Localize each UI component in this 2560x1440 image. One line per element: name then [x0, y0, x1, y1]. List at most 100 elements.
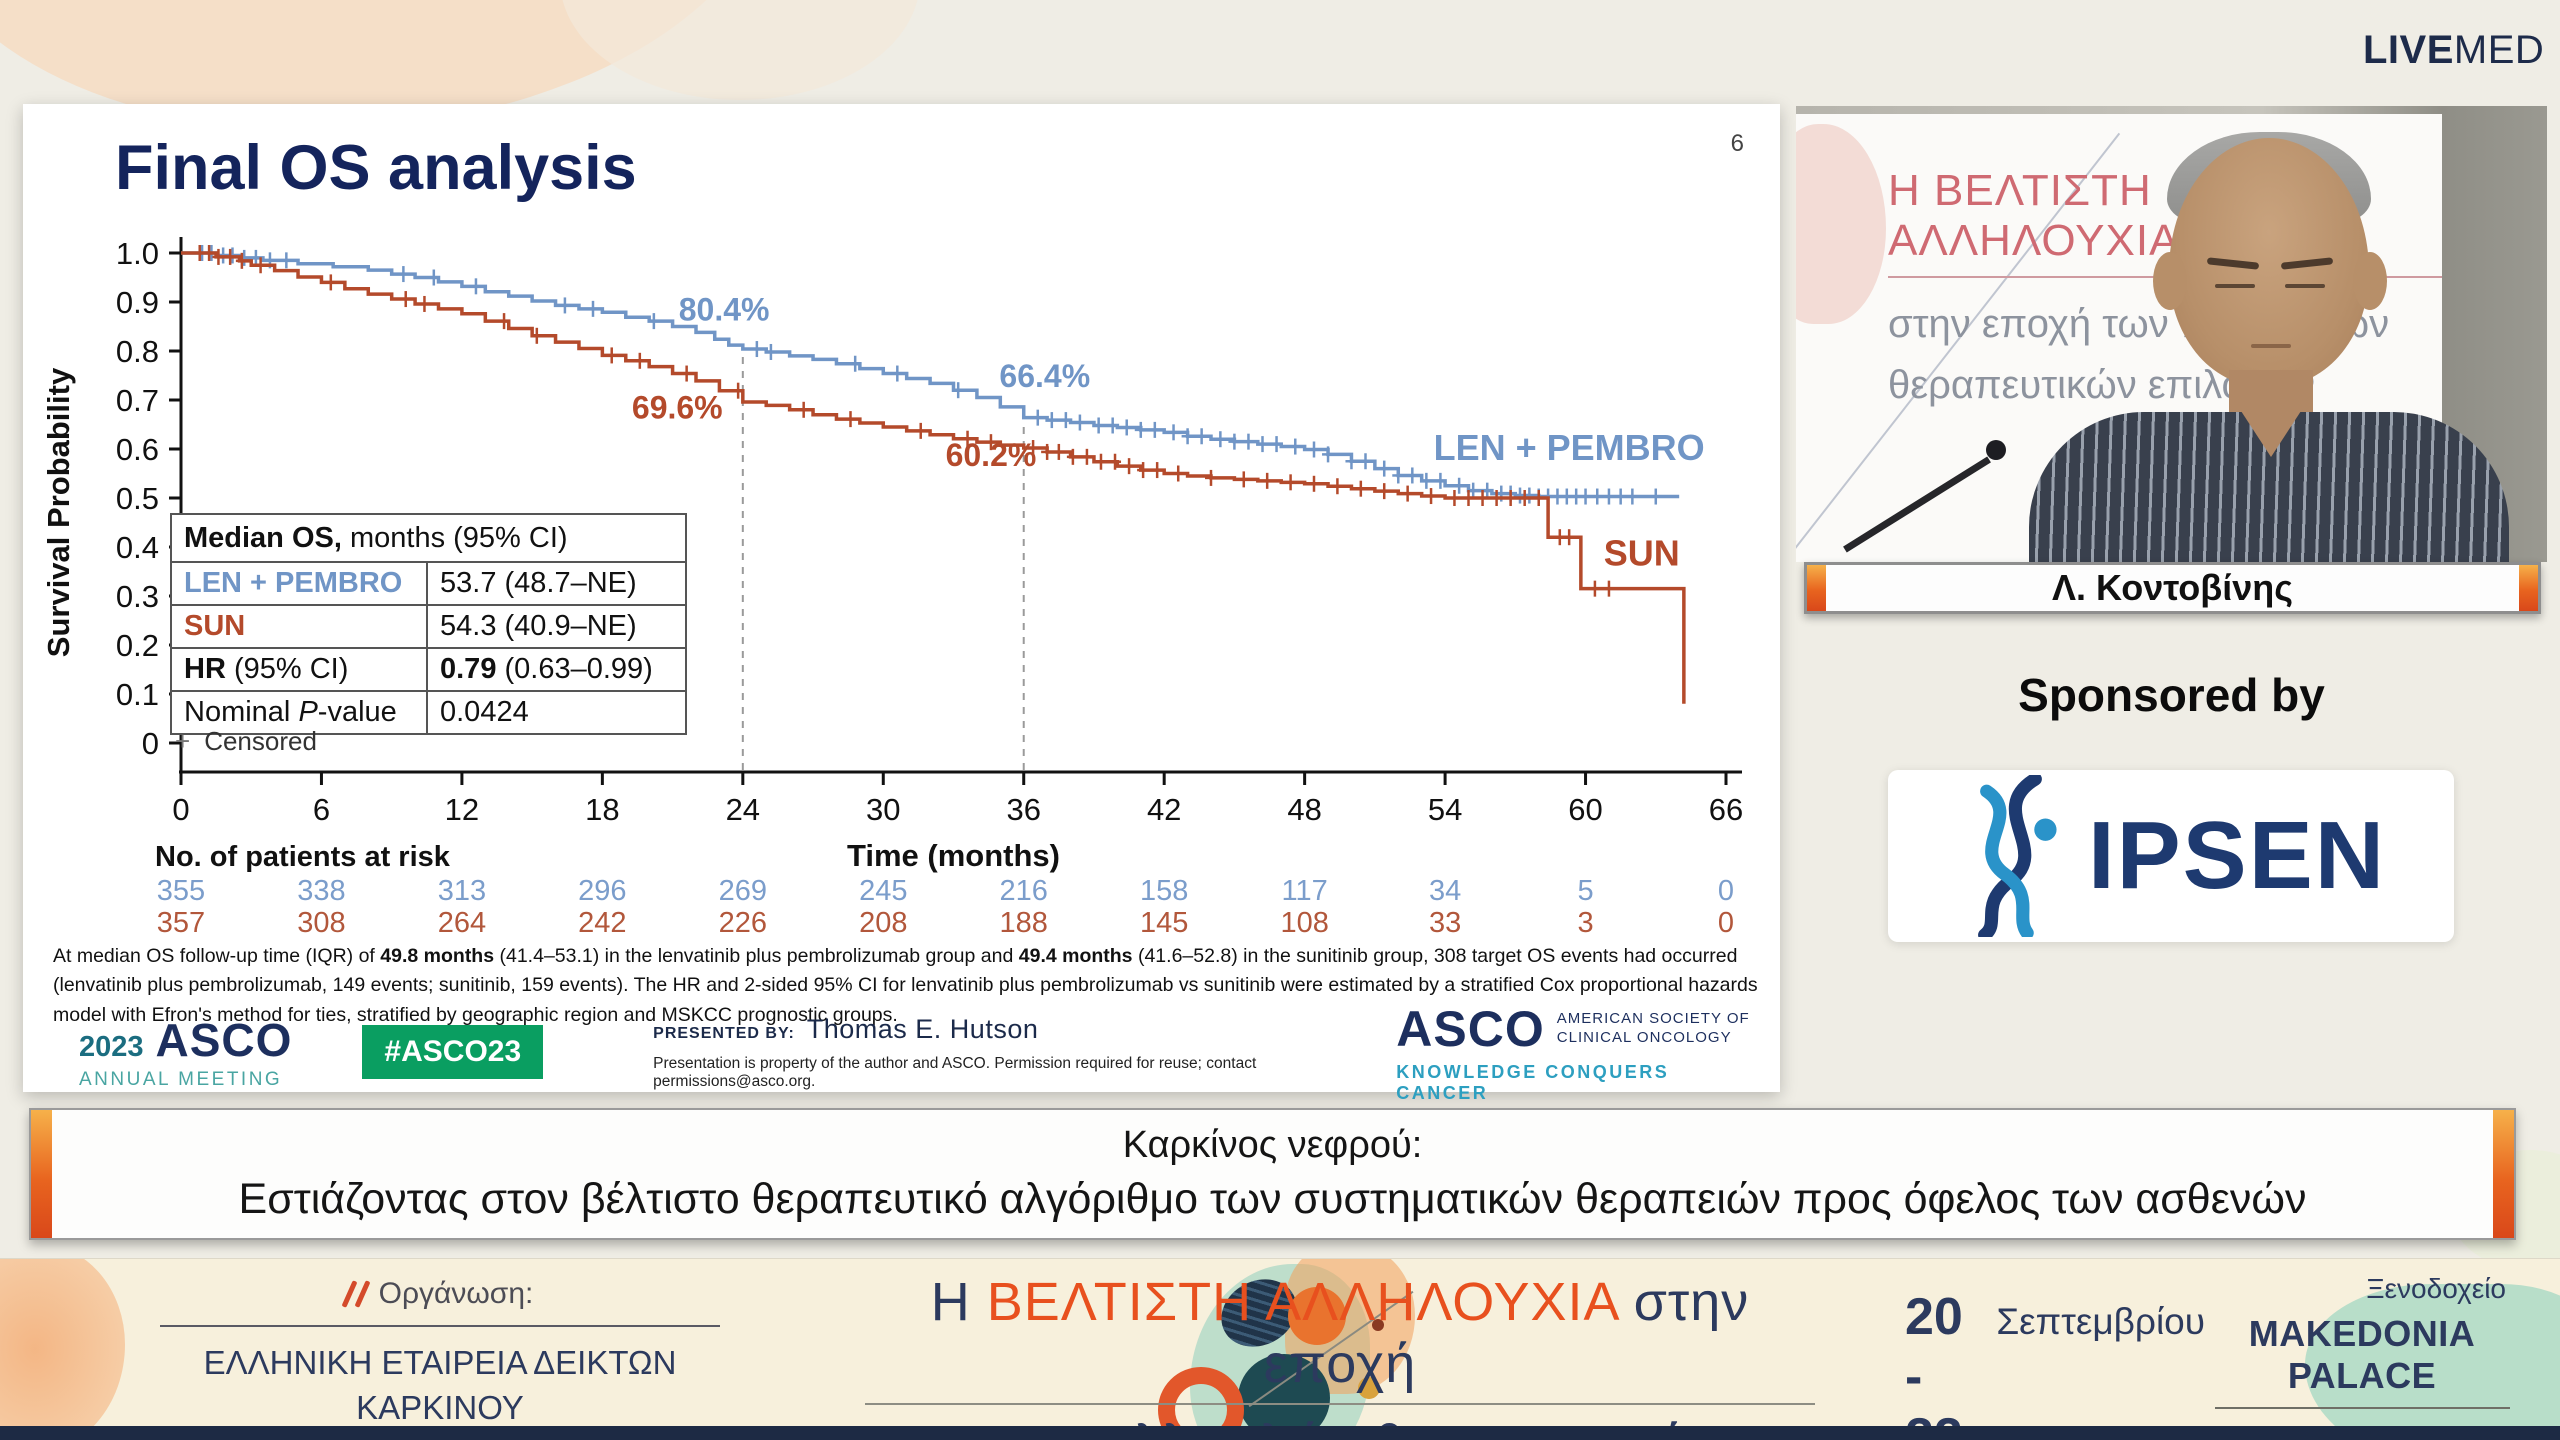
- svg-text:36: 36: [1006, 792, 1040, 827]
- presentation-slide: 6 Final OS analysis 1.0 0.9 0.8 0.7 0.6 0.5 0.…: [23, 104, 1780, 1103]
- risk-count: 338: [297, 875, 345, 907]
- table-row: Nominal P-value 0.0424: [172, 692, 685, 733]
- svg-text:30: 30: [866, 792, 900, 827]
- conference-title-line2: των πολλαπλών θεραπευτικών επιλογών: [850, 1413, 1830, 1427]
- art-gold-dot: [1358, 1377, 1380, 1399]
- svg-text:0.9: 0.9: [116, 285, 159, 320]
- svg-text:0.1: 0.1: [116, 677, 159, 712]
- svg-text:1.0: 1.0: [116, 236, 159, 271]
- session-title-line1: Καρκίνος νεφρού:: [1122, 1124, 1423, 1166]
- backdrop-title: Η ΒΕΛΤΙΣΤΗ ΑΛΛΗΛΟΥΧΙΑ: [1888, 166, 2442, 278]
- venue-label: Ξενοδοχείο: [2366, 1273, 2506, 1304]
- conference-title-block: Η ΒΕΛΤΙΣΤΗ ΑΛΛΗΛΟΥΧΙΑ στην εποχή των πολ…: [850, 1271, 1830, 1427]
- len-pembro-curve: [181, 251, 1680, 499]
- livemed-logo: LIVEMED: [2363, 28, 2544, 73]
- risk-count: 145: [1140, 907, 1188, 939]
- risk-count: 188: [1000, 907, 1048, 939]
- asco-society-logo: ASCO AMERICAN SOCIETY OF CLINICAL ONCOLOG…: [1396, 1000, 1756, 1104]
- organizer-block: Οργάνωση: ΕΛΛΗΝΙΚΗ ΕΤΑΙΡΕΙΑ ΔΕΙΚΤΩΝ ΚΑΡΚ…: [120, 1277, 760, 1427]
- risk-count: 355: [157, 875, 205, 907]
- org-slash-icon: [354, 1280, 371, 1308]
- microphone-head-icon: [1986, 440, 2006, 460]
- speaker-mouth: [2251, 344, 2291, 348]
- speaker-eye-right: [2285, 284, 2325, 288]
- organizer-name-line1: ΕΛΛΗΝΙΚΗ ΕΤΑΙΡΕΙΑ ΔΕΙΚΤΩΝ ΚΑΡΚΙΝΟΥ: [203, 1344, 677, 1426]
- permission-note: Presentation is property of the author a…: [653, 1054, 1257, 1090]
- curve-annotation: 69.6%: [632, 390, 723, 426]
- asco-tagline: KNOWLEDGE CONQUERS CANCER: [1396, 1062, 1670, 1103]
- speaker-ear-left: [2153, 252, 2187, 310]
- x-axis-label: Time (months): [847, 838, 1060, 873]
- backdrop-text: Η ΒΕΛΤΙΣΤΗ ΑΛΛΗΛΟΥΧΙΑ στην εποχή των πολ…: [1888, 166, 2442, 408]
- svg-text:0.3: 0.3: [116, 579, 159, 614]
- dates-month: Σεπτεμβρίου: [1996, 1301, 2205, 1342]
- os-row-pvalue-label: Nominal P-value: [172, 692, 428, 733]
- conference-title-line1: Η ΒΕΛΤΙΣΤΗ ΑΛΛΗΛΟΥΧΙΑ στην εποχή: [930, 1272, 1750, 1394]
- risk-count: 34: [1429, 875, 1461, 907]
- organizer-label: Οργάνωση:: [378, 1277, 534, 1310]
- asco-year: 2023: [79, 1031, 144, 1063]
- svg-text:54: 54: [1428, 792, 1462, 827]
- risk-count: 208: [859, 907, 907, 939]
- os-row-hr-label: HR (95% CI): [172, 649, 428, 690]
- curve-annotation: 66.4%: [999, 358, 1090, 394]
- venue-name: MAKEDONIA PALACE: [2248, 1313, 2476, 1396]
- os-row-len-pembro-label: LEN + PEMBRO: [172, 563, 428, 604]
- svg-text:0.7: 0.7: [116, 383, 159, 418]
- svg-text:60: 60: [1568, 792, 1602, 827]
- svg-text:0: 0: [172, 792, 189, 827]
- backdrop-watercolor-red: [1796, 124, 1886, 324]
- risk-count: 3: [1577, 907, 1593, 939]
- risk-table-title: No. of patients at risk: [155, 841, 451, 873]
- table-row: LEN + PEMBRO 53.7 (48.7–NE): [172, 563, 685, 606]
- svg-text:12: 12: [445, 792, 479, 827]
- asco-annual-meeting-label: ANNUAL MEETING: [79, 1069, 283, 1090]
- risk-count: 5: [1577, 875, 1593, 907]
- table-row: SUN 54.3 (40.9–NE): [172, 606, 685, 649]
- svg-text:6: 6: [313, 792, 330, 827]
- risk-count: 0: [1718, 875, 1734, 907]
- slide-footnote: At median OS follow-up time (IQR) of 49.…: [53, 945, 1758, 1026]
- ipsen-wordmark: IPSEN: [2087, 802, 2387, 909]
- svg-text:0.2: 0.2: [116, 628, 159, 663]
- curve-annotation: 80.4%: [679, 292, 770, 328]
- svg-text:0.6: 0.6: [116, 432, 159, 467]
- os-row-len-pembro-value: 53.7 (48.7–NE): [440, 567, 637, 599]
- footer-abstract-art: [1120, 1259, 1490, 1427]
- risk-count: 269: [719, 875, 767, 907]
- censored-legend: + Censored: [175, 726, 317, 756]
- name-bar-left-cap: [1807, 565, 1826, 611]
- os-row-sun-label: SUN: [172, 606, 428, 647]
- curve-annotation: SUN: [1604, 533, 1680, 574]
- censor-plus-icon: +: [175, 726, 191, 756]
- svg-text:0.5: 0.5: [116, 481, 159, 516]
- banner-right-cap: [2493, 1110, 2514, 1238]
- risk-count: 216: [1000, 875, 1048, 907]
- footer-watercolor-left: [0, 1259, 125, 1427]
- slide-branding-row: 2023 ASCO ANNUAL MEETING #ASCO23 PRESENT…: [79, 1001, 1756, 1103]
- session-title-banner: Καρκίνος νεφρού: Εστιάζοντας στον βέλτισ…: [29, 1108, 2516, 1240]
- speaker-video-feed: Η ΒΕΛΤΙΣΤΗ ΑΛΛΗΛΟΥΧΙΑ στην εποχή των πολ…: [1796, 106, 2547, 562]
- svg-text:0.4: 0.4: [116, 530, 159, 565]
- speaker-name: Λ. Κοντοβίνης: [2052, 567, 2293, 608]
- asco-hashtag-badge: #ASCO23: [362, 1025, 544, 1079]
- session-title-line2: Εστιάζοντας στον βέλτιστο θεραπευτικό αλ…: [238, 1175, 2307, 1223]
- name-bar-right-cap: [2519, 565, 2538, 611]
- bottom-navy-strip: [0, 1426, 2560, 1440]
- speaker-name-bar: Λ. Κοντοβίνης: [1804, 562, 2541, 614]
- presenter-block: PRESENTED BY: Thomas E. Hutson Presentati…: [653, 1014, 1396, 1091]
- svg-text:24: 24: [726, 792, 760, 827]
- banner-left-cap: [31, 1110, 52, 1238]
- art-small-dot: [1372, 1319, 1384, 1331]
- svg-text:18: 18: [585, 792, 619, 827]
- os-row-hr-value: 0.79 (0.63–0.99): [440, 653, 653, 685]
- curve-annotation: 60.2%: [946, 437, 1037, 473]
- svg-text:66: 66: [1709, 792, 1743, 827]
- asco-annual-meeting-logo: 2023 ASCO ANNUAL MEETING: [79, 1013, 292, 1091]
- risk-count: 108: [1280, 907, 1328, 939]
- risk-count: 296: [578, 875, 626, 907]
- risk-count: 264: [438, 907, 486, 939]
- os-table-header: Median OS, months (95% CI): [172, 515, 685, 563]
- organizer-label-row: Οργάνωση:: [120, 1277, 760, 1311]
- os-row-pvalue-value: 0.0424: [440, 696, 529, 728]
